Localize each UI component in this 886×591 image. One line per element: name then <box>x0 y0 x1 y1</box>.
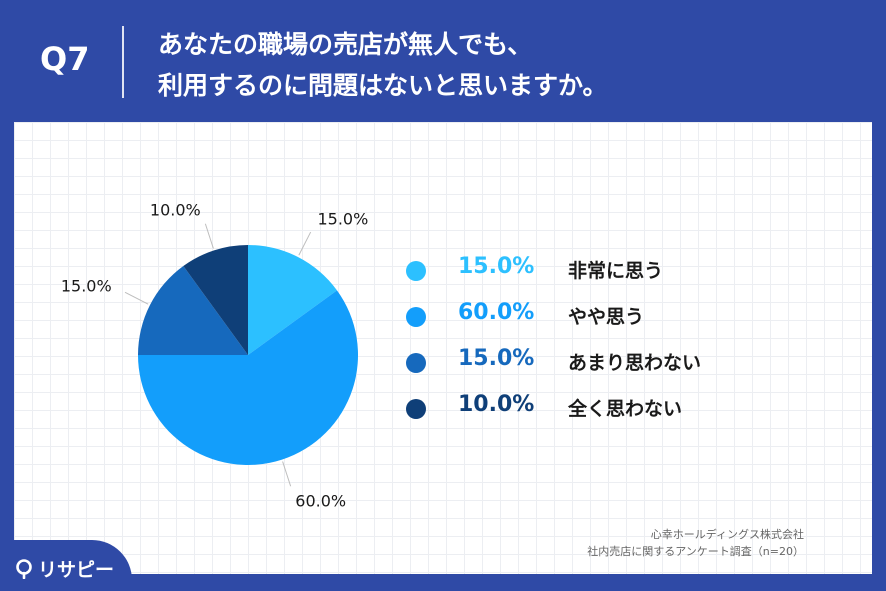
pie-label-1: 60.0% <box>295 492 346 511</box>
pie-slice-3 <box>183 245 248 355</box>
legend-label: 非常に思う <box>568 260 664 282</box>
legend-swatch <box>406 399 426 419</box>
pie-label-2: 15.0% <box>61 277 112 296</box>
leader-line-2 <box>124 291 149 305</box>
source-company: 心幸ホールディングス株式会社 <box>650 528 804 541</box>
brand-badge: リサピー <box>0 540 132 591</box>
pie-slice-2 <box>138 266 248 355</box>
pie-label-3: 10.0% <box>150 200 201 219</box>
legend-swatch <box>406 307 426 327</box>
brand-name: リサピー <box>38 559 115 581</box>
legend-swatch <box>406 261 426 281</box>
legend-swatch <box>406 353 426 373</box>
header: Q7 あなたの職場の売店が無人でも、 利用するのに問題はないと思いますか。 <box>0 0 886 122</box>
question-text: あなたの職場の売店が無人でも、 利用するのに問題はないと思いますか。 <box>158 24 608 106</box>
leader-line-1 <box>282 461 292 487</box>
question-number: Q7 <box>40 40 90 78</box>
leader-line-0 <box>298 231 312 256</box>
pie-label-0: 15.0% <box>317 210 368 229</box>
header-divider <box>122 26 124 98</box>
pie-slice-0 <box>248 245 337 355</box>
legend-label: やや思う <box>568 306 645 328</box>
pie-slice-1 <box>138 290 358 465</box>
legend-label: あまり思わない <box>568 352 702 374</box>
source-survey: 社内売店に関するアンケート調査（n=20） <box>587 545 804 558</box>
chart-card: 15.0% 60.0% 15.0% 10.0% 15.0% 非常に思う 60.0% や… <box>14 122 872 574</box>
legend-percent: 15.0% <box>458 346 535 371</box>
legend-percent: 60.0% <box>458 300 535 325</box>
source-note: 心幸ホールディングス株式会社 社内売店に関するアンケート調査（n=20） <box>587 526 804 560</box>
magnifier-icon <box>16 559 32 579</box>
pie-chart: 15.0% 60.0% 15.0% 10.0% <box>61 200 368 511</box>
legend-percent: 15.0% <box>458 254 535 279</box>
leader-line-3 <box>204 223 214 249</box>
legend-label: 全く思わない <box>568 398 683 420</box>
question-line-1: あなたの職場の売店が無人でも、 <box>158 30 533 59</box>
legend-percent: 10.0% <box>458 392 535 417</box>
question-line-2: 利用するのに問題はないと思いますか。 <box>158 71 608 100</box>
